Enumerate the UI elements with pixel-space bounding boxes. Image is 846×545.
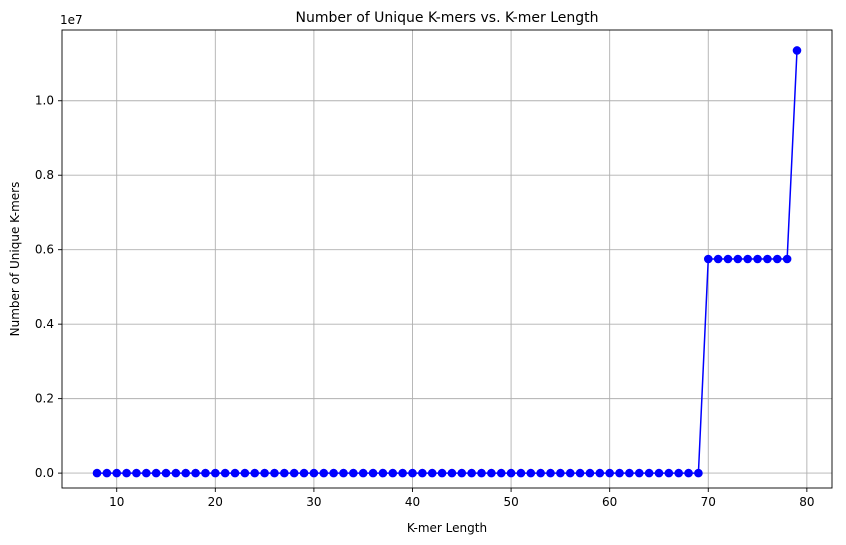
y-axis: 0.0 0.2 0.4 0.6 0.8 1.0	[35, 94, 62, 480]
x-axis: 10 20 30 40 50 60 70 80	[109, 488, 814, 509]
data-point	[250, 468, 260, 478]
data-point	[201, 468, 210, 478]
x-tick-label: 50	[503, 495, 518, 509]
x-axis-label: K-mer Length	[407, 521, 487, 535]
data-point	[605, 468, 614, 478]
data-point	[782, 254, 792, 264]
data-point	[674, 468, 683, 478]
y-tick-label: 0.2	[35, 392, 54, 406]
data-point	[388, 468, 398, 478]
data-point	[713, 254, 723, 264]
y-tick-label: 0.4	[35, 317, 54, 331]
data-point	[467, 468, 476, 478]
data-point	[556, 468, 565, 478]
data-point	[477, 468, 486, 478]
x-tick-label: 10	[109, 495, 124, 509]
data-point	[270, 468, 279, 478]
data-point	[447, 468, 457, 478]
chart-title: Number of Unique K-mers vs. K-mer Length	[296, 10, 599, 26]
data-point	[487, 468, 496, 478]
data-point	[122, 468, 131, 478]
data-point	[506, 468, 516, 478]
data-point	[615, 468, 624, 478]
data-point	[329, 468, 338, 478]
data-point	[240, 468, 250, 478]
y-tick-label: 0.6	[35, 243, 54, 257]
data-point	[211, 468, 220, 478]
data-point	[319, 468, 329, 478]
data-point	[378, 468, 388, 478]
y-axis-offset-label: 1e7	[60, 13, 83, 27]
data-point	[753, 254, 762, 264]
data-point	[260, 468, 269, 478]
data-point	[141, 468, 151, 478]
data-point	[191, 468, 200, 478]
y-axis-label: Number of Unique K-mers	[8, 182, 22, 337]
data-point	[546, 468, 555, 478]
data-point	[437, 468, 447, 478]
data-point	[280, 468, 289, 478]
y-tick-label: 0.8	[35, 168, 54, 182]
series-layer	[92, 46, 802, 478]
data-point	[733, 254, 743, 264]
data-point	[368, 468, 378, 478]
data-point	[763, 254, 772, 264]
data-point	[358, 468, 368, 478]
data-point	[575, 468, 585, 478]
data-point	[339, 468, 348, 478]
x-tick-label: 20	[208, 495, 223, 509]
data-point	[772, 254, 782, 264]
x-tick-label: 80	[799, 495, 814, 509]
data-point	[171, 468, 181, 478]
data-point	[299, 468, 309, 478]
plot-frame	[61, 29, 833, 489]
data-point	[181, 468, 191, 478]
x-tick-label: 30	[306, 495, 321, 509]
data-point	[220, 468, 230, 478]
data-point	[102, 468, 112, 478]
data-point	[723, 254, 733, 264]
data-point	[408, 468, 417, 478]
data-point	[309, 468, 319, 478]
data-point	[743, 254, 753, 264]
data-point	[427, 468, 437, 478]
x-tick-label: 40	[405, 495, 420, 509]
data-point	[703, 254, 713, 264]
y-tick-label: 1.0	[35, 94, 54, 108]
data-point	[161, 468, 171, 478]
data-point	[289, 468, 299, 478]
data-point	[132, 468, 141, 478]
data-point	[516, 468, 526, 478]
data-point	[792, 46, 802, 55]
x-tick-label: 60	[602, 495, 617, 509]
data-point	[684, 468, 693, 478]
data-point	[694, 468, 703, 478]
data-point	[526, 468, 536, 478]
data-point	[349, 468, 358, 478]
data-point	[644, 468, 654, 478]
data-point	[634, 468, 644, 478]
x-tick-label: 70	[701, 495, 716, 509]
data-point	[457, 468, 467, 478]
data-point	[664, 468, 674, 478]
data-point	[625, 468, 634, 478]
data-point	[112, 468, 122, 478]
data-point	[418, 468, 427, 478]
data-point	[151, 468, 161, 478]
data-point	[536, 468, 545, 478]
data-point	[654, 468, 664, 478]
y-tick-label: 0.0	[35, 466, 54, 480]
data-point	[496, 468, 506, 478]
data-point	[92, 468, 102, 478]
data-point	[230, 468, 240, 478]
data-point	[595, 468, 605, 478]
grid	[62, 30, 832, 488]
data-point	[565, 468, 575, 478]
data-point	[398, 468, 407, 478]
data-point	[585, 468, 595, 478]
